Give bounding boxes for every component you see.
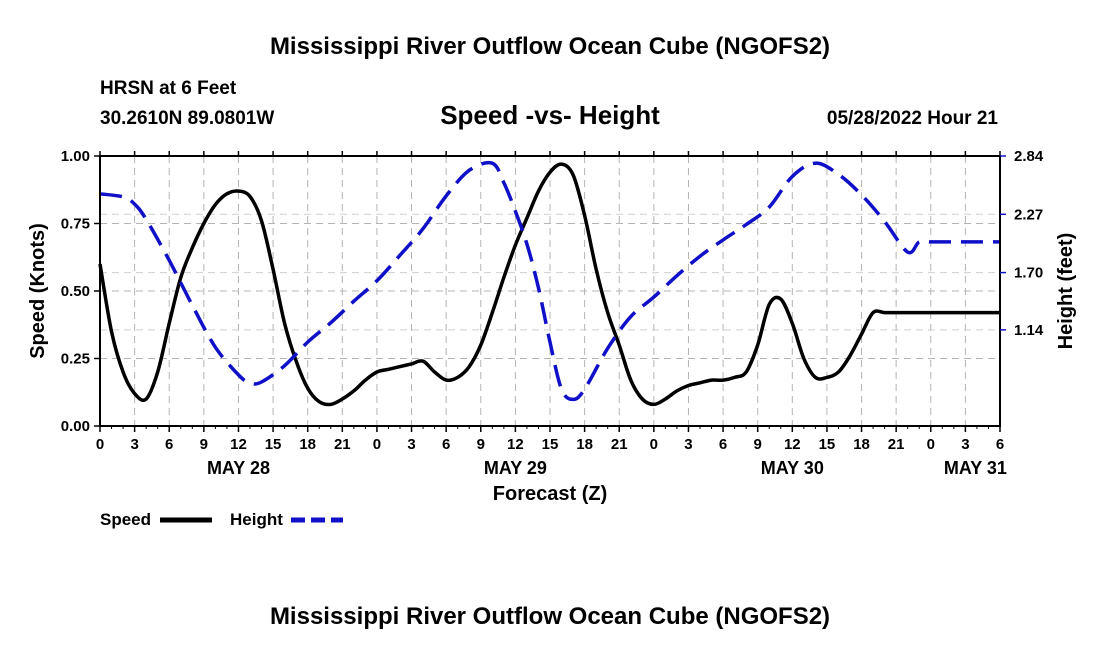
x-tick-label: 3 [684,436,692,453]
x-tick-label: 12 [784,436,801,453]
x-tick-label: 15 [542,436,559,453]
x-tick-label: 18 [576,436,593,453]
series-layer [98,160,1000,407]
chart-title: Mississippi River Outflow Ocean Cube (NG… [270,33,830,60]
x-tick-label: 0 [650,436,658,453]
x-tick-label: 0 [373,436,381,453]
y-left-tick-label: 0.75 [61,216,90,233]
x-tick-label: 9 [754,436,762,453]
y-left-tick-label: 1.00 [61,148,90,165]
station-coords: 30.2610N 89.0801W [100,108,274,129]
x-tick-label: 3 [407,436,415,453]
y-left-tick-label: 0.25 [61,351,90,368]
y-axis-left-label: Speed (Knots) [27,223,49,359]
x-tick-label: 6 [996,436,1004,453]
chart-subtitle: Speed -vs- Height [440,100,660,130]
x-tick-label: 6 [719,436,727,453]
y-axis-right-label: Height (feet) [1055,233,1077,350]
legend-speed-label: Speed [100,510,151,529]
x-tick-label: 9 [200,436,208,453]
x-tick-label: 18 [299,436,316,453]
x-tick-label: 9 [477,436,485,453]
y-right-tick-label: 1.14 [1014,322,1044,339]
legend-height-label: Height [230,510,283,529]
y-right-tick-label: 2.84 [1014,148,1044,165]
series-line-height [99,160,1000,402]
x-tick-label: 15 [819,436,836,453]
grid [100,155,1000,426]
x-tick-label: 12 [230,436,247,453]
forecast-timestamp: 05/28/2022 Hour 21 [827,108,999,129]
x-tick-label: 6 [165,436,173,453]
footer-title: Mississippi River Outflow Ocean Cube (NG… [270,603,830,630]
x-tick-label: 3 [130,436,138,453]
x-tick-label: 15 [265,436,282,453]
day-label: MAY 28 [207,458,270,478]
axes: 0 3 6 9 12 15 18 21 0 3 6 9 12 15 18 21 0 3 6 9 12 15 18 21 0 3 6 0… [61,148,1044,478]
y-right-tick-label: 2.27 [1014,206,1043,223]
y-left-tick-label: 0.50 [61,283,90,300]
x-tick-label: 21 [611,436,628,453]
x-tick-label: 12 [507,436,524,453]
x-tick-label: 18 [853,436,870,453]
legend: Speed Height [100,510,343,529]
x-tick-label: 0 [927,436,935,453]
day-label: MAY 31 [944,458,1007,478]
x-tick-label: 21 [888,436,905,453]
x-tick-label: 6 [442,436,450,453]
series-line-speed [98,162,1000,407]
x-axis-label: Forecast (Z) [493,483,607,505]
x-tick-label: 3 [961,436,969,453]
y-right-tick-label: 1.70 [1014,265,1043,282]
station-name: HRSN at 6 Feet [100,78,237,99]
day-label: MAY 30 [761,458,824,478]
x-tick-label: 0 [96,436,104,453]
x-tick-label: 21 [334,436,351,453]
y-left-tick-label: 0.00 [61,418,90,435]
day-label: MAY 29 [484,458,547,478]
